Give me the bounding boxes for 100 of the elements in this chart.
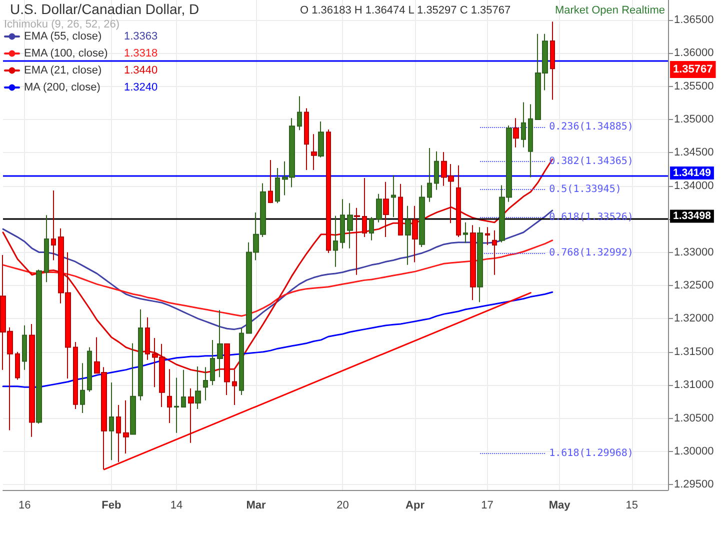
x-tick-label: Feb bbox=[102, 500, 122, 512]
candlestick bbox=[224, 343, 230, 396]
candlestick bbox=[275, 167, 280, 204]
y-tick-label: 1.32000 bbox=[674, 312, 714, 325]
candlestick bbox=[434, 150, 439, 190]
y-tick-label: 1.36000 bbox=[674, 47, 714, 60]
x-tick-label: Apr bbox=[406, 500, 426, 512]
legend-label: EMA (100, close) bbox=[24, 48, 108, 60]
candlestick bbox=[195, 366, 201, 410]
candlestick bbox=[51, 190, 56, 261]
x-tick-label: 16 bbox=[18, 500, 31, 512]
y-tick-label: 1.31500 bbox=[674, 346, 714, 358]
y-tick-label: 1.33000 bbox=[674, 246, 714, 258]
chart-title: U.S. Dollar/Canadian Dollar, D bbox=[10, 1, 200, 17]
ref-line-label: 1.33498 bbox=[673, 210, 712, 222]
legend-label: EMA (21, close) bbox=[24, 64, 102, 76]
candlestick bbox=[412, 205, 418, 263]
candlestick bbox=[232, 369, 237, 406]
candlestick bbox=[470, 224, 476, 301]
candlestick bbox=[521, 102, 526, 148]
x-tick-label: 15 bbox=[626, 500, 638, 512]
candlestick bbox=[398, 183, 403, 236]
ref-line-label: 0.768(1.32992) bbox=[549, 247, 634, 258]
text: 1.35767 bbox=[673, 64, 713, 76]
candlestick bbox=[188, 388, 194, 444]
candlestick bbox=[362, 177, 367, 238]
candlestick bbox=[405, 205, 411, 266]
line-series bbox=[2, 291, 554, 388]
candlestick bbox=[203, 366, 208, 401]
annotation: Market Open Realtime bbox=[554, 4, 666, 16]
candlestick bbox=[116, 404, 121, 463]
annotation: Ichimoku (9, 26, 52, 26) bbox=[4, 18, 120, 30]
candlestick bbox=[513, 118, 519, 148]
candlestick bbox=[36, 269, 42, 424]
candlestick bbox=[210, 339, 215, 386]
candlestick bbox=[217, 310, 223, 378]
candlestick bbox=[528, 104, 533, 178]
y-tick-label: 1.30500 bbox=[674, 412, 714, 424]
annotation: 1.3240 bbox=[124, 82, 158, 94]
candlestick bbox=[123, 400, 129, 454]
x-tick-label: May bbox=[548, 500, 572, 512]
candlestick bbox=[109, 382, 114, 461]
legend-label: EMA (55, close) bbox=[24, 30, 102, 42]
candlestick bbox=[138, 308, 143, 401]
candlestick bbox=[492, 230, 497, 276]
x-tick-label: Mar bbox=[246, 500, 266, 512]
annotation: 1.3363 bbox=[124, 30, 158, 42]
y-tick-label: 1.35000 bbox=[674, 114, 714, 126]
candlestick bbox=[167, 368, 172, 424]
candlestick bbox=[354, 207, 360, 276]
ref-line-label: 1.618(1.29968) bbox=[549, 448, 634, 460]
candlestick bbox=[87, 346, 92, 392]
y-tick-label: 1.35500 bbox=[674, 80, 714, 92]
annotation: 1.3318 bbox=[124, 48, 158, 60]
y-tick-label: 1.30000 bbox=[674, 445, 714, 458]
candlestick bbox=[174, 377, 179, 434]
ref-line-label: 0.236(1.34885) bbox=[549, 122, 634, 133]
y-tick-label: 1.29500 bbox=[674, 478, 714, 491]
x-tick-label: 20 bbox=[336, 500, 349, 512]
candlestick bbox=[239, 327, 244, 396]
y-tick-label: 1.34500 bbox=[674, 146, 714, 159]
candlestick bbox=[181, 369, 186, 408]
candlestick bbox=[73, 341, 78, 410]
y-tick-label: 1.36500 bbox=[674, 14, 714, 26]
candlestick bbox=[333, 215, 338, 268]
candlestick bbox=[304, 108, 309, 170]
candlestick bbox=[29, 324, 35, 438]
candlestick bbox=[463, 222, 468, 244]
candlestick bbox=[297, 96, 302, 131]
candlestick bbox=[383, 181, 389, 238]
annotation: 1.3440 bbox=[124, 64, 158, 76]
candlestick bbox=[44, 214, 49, 283]
candlestick bbox=[145, 316, 150, 360]
candlestick bbox=[22, 324, 27, 370]
annotation: O 1.36183 H 1.36474 L 1.35297 C 1.35767 bbox=[300, 4, 511, 16]
y-tick-label: 1.32500 bbox=[674, 280, 714, 292]
y-tick-label: 1.31000 bbox=[674, 379, 714, 392]
candlestick bbox=[477, 226, 483, 303]
candlestick bbox=[369, 216, 374, 241]
x-tick-label: 17 bbox=[481, 500, 494, 512]
candlestick bbox=[130, 342, 136, 435]
candlestick bbox=[485, 226, 490, 246]
candlestick bbox=[326, 128, 331, 254]
ref-line-label: 0.5(1.33945) bbox=[549, 184, 622, 196]
x-tick-label: 14 bbox=[170, 500, 183, 512]
candlestick bbox=[419, 184, 425, 248]
y-tick-label: 1.34000 bbox=[674, 180, 714, 192]
candlestick bbox=[318, 121, 324, 158]
legend-label: MA (200, close) bbox=[24, 82, 100, 94]
candlestick bbox=[311, 134, 317, 170]
candlestick bbox=[15, 351, 20, 380]
ref-line-label: 1.34149 bbox=[673, 167, 712, 180]
candlestick bbox=[427, 148, 432, 202]
candlestick bbox=[456, 164, 461, 238]
candlestick bbox=[340, 198, 345, 249]
candlestick bbox=[347, 202, 353, 249]
candlestick bbox=[550, 21, 555, 100]
candlestick bbox=[391, 174, 396, 218]
candlestick bbox=[376, 193, 382, 223]
candlestick bbox=[80, 362, 85, 414]
